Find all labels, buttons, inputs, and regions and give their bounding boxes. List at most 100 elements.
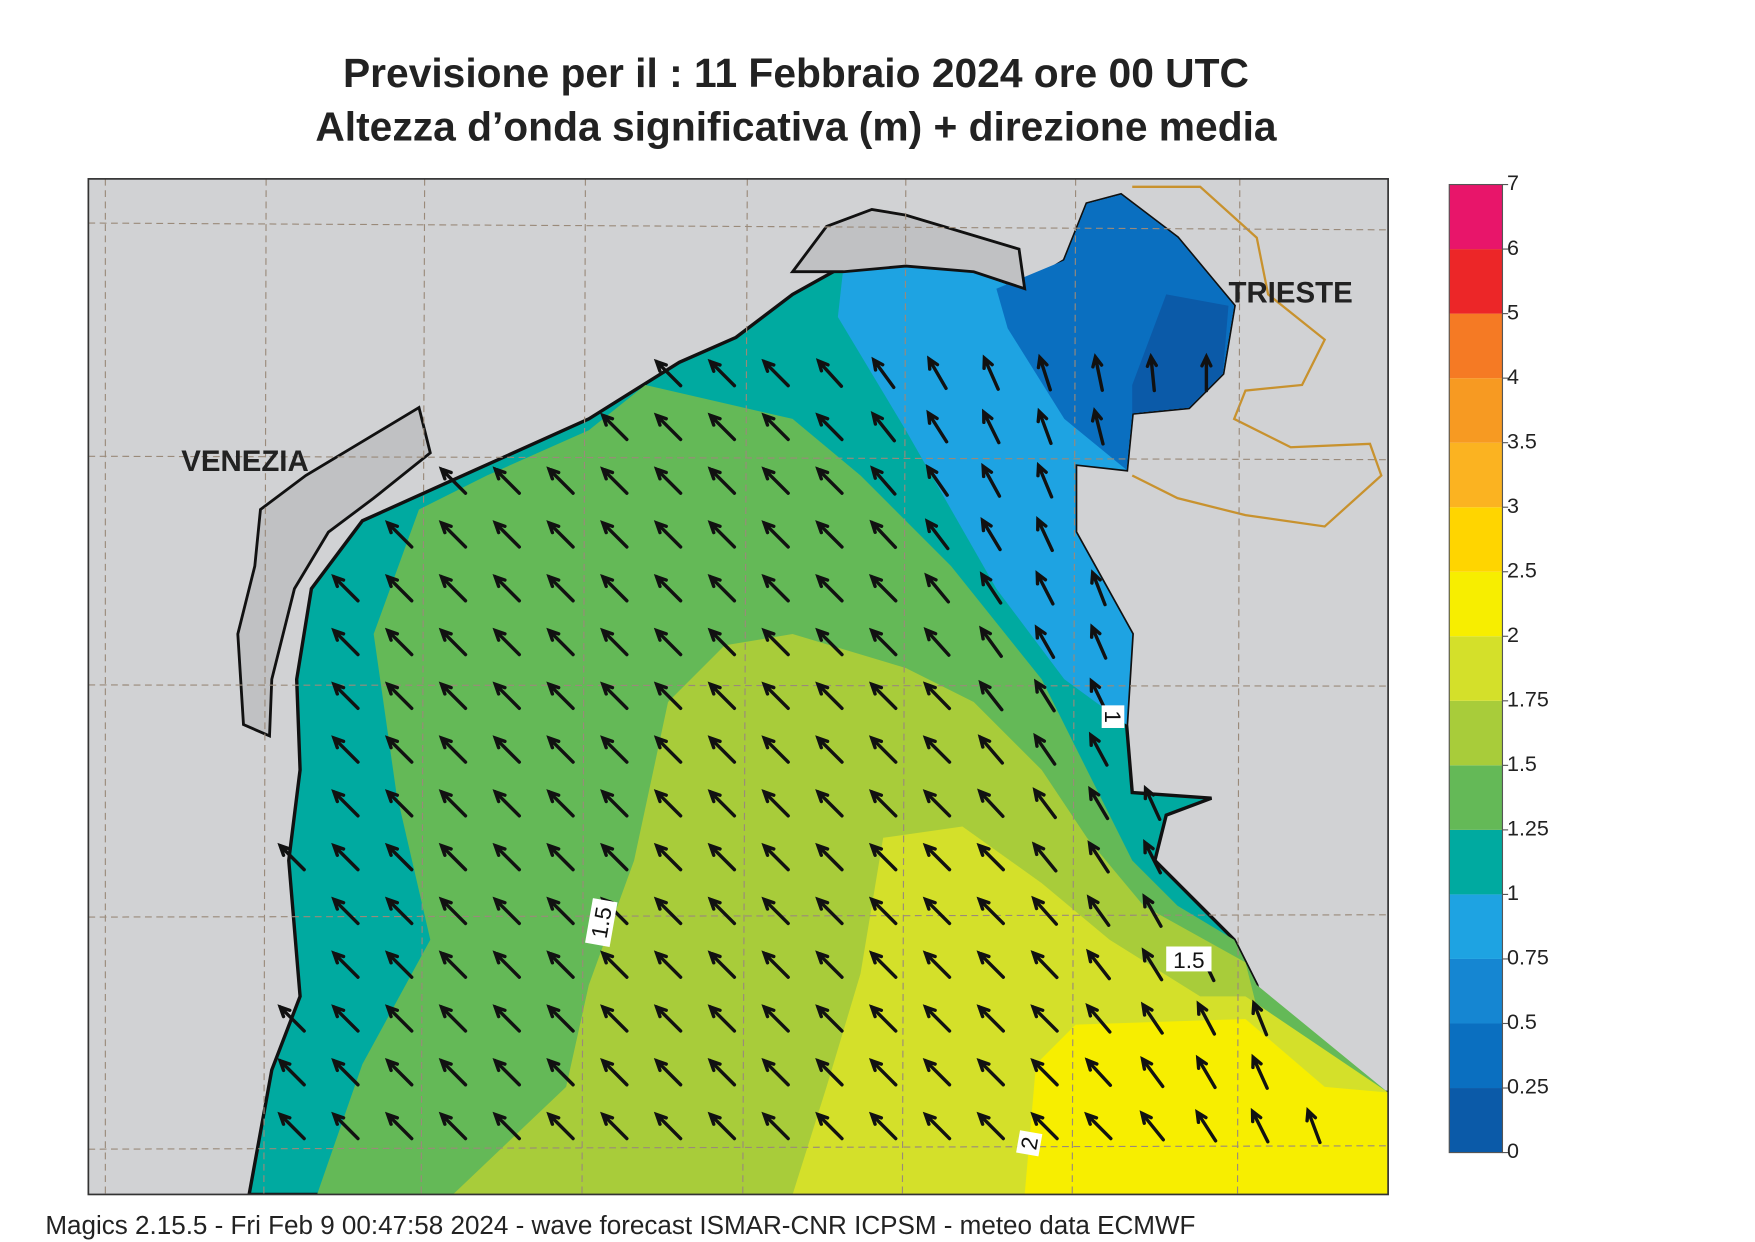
arrow — [707, 1111, 737, 1141]
arrow — [1036, 516, 1054, 553]
arrow — [1091, 353, 1104, 392]
arrow — [707, 735, 737, 764]
colorbar-swatch — [1449, 894, 1503, 959]
arrow — [870, 411, 897, 443]
arrow — [600, 627, 629, 657]
colorbar-tick-label: 5 — [1507, 300, 1519, 324]
arrow — [1142, 893, 1163, 928]
arrow — [1090, 407, 1105, 446]
arrow — [653, 789, 683, 818]
colorbar-tick-label: 1 — [1507, 881, 1519, 905]
arrow — [1034, 624, 1056, 659]
arrow — [492, 735, 521, 764]
arrow — [653, 681, 683, 710]
arrow — [868, 1111, 898, 1141]
arrow — [1035, 570, 1055, 606]
arrow — [546, 681, 575, 710]
arrow — [1085, 1003, 1112, 1034]
arrow — [653, 412, 683, 442]
arrow — [1141, 947, 1164, 982]
arrow — [331, 1111, 360, 1141]
colorbar-tick-label: 1.5 — [1507, 752, 1537, 776]
arrow — [926, 409, 949, 444]
contour-label-text: 1 — [1100, 710, 1125, 723]
contour-label-text: 2 — [1016, 1135, 1043, 1152]
arrow — [868, 1057, 898, 1087]
arrow — [653, 842, 683, 872]
arrow — [761, 1004, 790, 1033]
arrow — [653, 896, 683, 926]
wave-zone — [1024, 1018, 1389, 1195]
arrow — [815, 842, 844, 872]
arrow — [492, 896, 521, 926]
arrow — [600, 412, 629, 442]
colorbar-tick-label: 0.25 — [1507, 1075, 1549, 1099]
arrow — [331, 896, 360, 926]
arrow — [438, 735, 468, 764]
arrow — [1305, 1106, 1322, 1145]
arrow — [600, 681, 629, 710]
arrow — [979, 571, 1003, 605]
arrow — [653, 627, 683, 657]
arrow — [546, 842, 575, 872]
arrow — [384, 1111, 414, 1141]
arrow — [492, 1057, 521, 1087]
arrow — [976, 950, 1005, 979]
arrow — [707, 1004, 737, 1033]
arrow — [653, 573, 683, 603]
arrow — [653, 466, 683, 495]
arrow — [1031, 841, 1058, 873]
arrow — [815, 412, 844, 442]
colorbar-frame — [1448, 183, 1504, 1154]
arrow — [707, 412, 737, 442]
arrow — [815, 1004, 844, 1033]
colorbar-swatch — [1449, 313, 1503, 379]
arrow — [761, 842, 790, 872]
arrow — [1140, 1055, 1165, 1089]
arrow — [1145, 352, 1158, 393]
arrow — [1143, 839, 1163, 875]
arrow — [1200, 352, 1213, 393]
arrow — [438, 950, 468, 979]
arrow — [1084, 1057, 1113, 1087]
arrow — [438, 896, 468, 926]
arrow — [1030, 950, 1059, 980]
arrow — [868, 735, 898, 764]
arrow — [600, 466, 629, 495]
arrow — [871, 356, 896, 390]
arrow — [492, 950, 521, 979]
colorbar-swatch — [1449, 958, 1503, 1024]
arrow — [546, 789, 575, 818]
graticule — [88, 178, 1389, 1195]
arrow — [331, 1057, 360, 1087]
arrow — [976, 842, 1005, 872]
colorbar-tick-label: 4 — [1507, 365, 1519, 389]
contour-label: 1 — [1100, 705, 1125, 728]
lagoon — [789, 207, 1027, 291]
arrow — [384, 789, 414, 818]
colorbar-swatch — [1449, 507, 1503, 572]
arrow — [980, 517, 1002, 552]
arrow — [868, 627, 898, 657]
arrow — [815, 573, 844, 603]
arrow — [384, 520, 414, 549]
colorbar-swatch — [1449, 1023, 1503, 1089]
arrow — [438, 520, 468, 549]
colorbar-swatch — [1449, 700, 1503, 766]
arrow — [870, 465, 897, 496]
arrow — [761, 520, 790, 549]
arrow — [707, 1057, 737, 1087]
arrow — [761, 681, 790, 710]
arrow — [976, 1057, 1005, 1087]
arrow — [707, 520, 737, 549]
lagoon — [236, 405, 432, 739]
arrow — [707, 789, 737, 818]
colorbar-swatch — [1449, 636, 1503, 701]
arrow — [438, 466, 468, 495]
arrow — [277, 1004, 306, 1033]
arrow — [922, 1057, 952, 1087]
arrow — [1030, 1111, 1059, 1141]
arrow — [761, 896, 790, 926]
arrow — [815, 896, 844, 926]
